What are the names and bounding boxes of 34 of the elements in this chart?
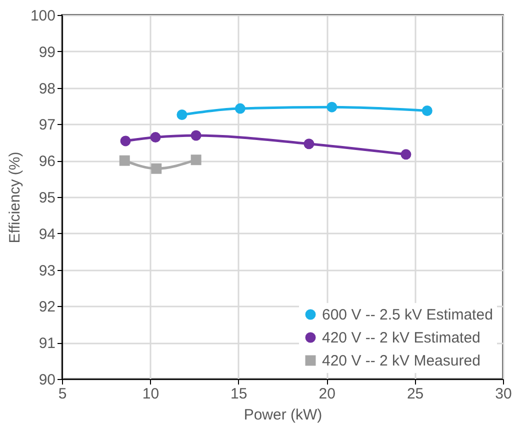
legend-label: 600 V -- 2.5 kV Estimated: [322, 306, 493, 324]
y-tick-label: 91: [38, 335, 56, 352]
point: [422, 106, 432, 116]
y-tick-label: 99: [38, 44, 56, 61]
point: [234, 103, 246, 114]
point: [190, 130, 202, 141]
x-tick-label: 20: [318, 386, 336, 402]
point: [151, 163, 162, 174]
y-tick-label: 90: [38, 372, 56, 388]
y-tick-label: 93: [38, 262, 56, 280]
y-tick-label: 97: [38, 116, 56, 134]
point: [190, 154, 202, 166]
y-axis-title: Efficiency (%): [6, 152, 24, 244]
x-tick-label: 10: [142, 386, 160, 402]
y-tick-label: 95: [38, 190, 56, 206]
point: [304, 138, 314, 150]
point: [176, 110, 188, 120]
x-tick-label: 5: [58, 386, 67, 402]
y-tick-label: 98: [38, 80, 56, 98]
x-axis-title: Power (kW): [244, 406, 322, 424]
legend-label: 420 V -- 2 kV Estimated: [322, 330, 480, 346]
x-tick-label: 15: [230, 386, 248, 402]
y-tick-label: 94: [38, 226, 56, 243]
x-tick-label: 25: [406, 386, 424, 402]
point: [400, 149, 412, 160]
y-tick-label: 96: [38, 153, 56, 170]
point: [326, 102, 338, 112]
point: [119, 155, 130, 166]
point: [150, 132, 161, 143]
point: [120, 136, 131, 146]
legend-label: 420 V -- 2 kV Measured: [322, 352, 480, 370]
y-tick-label: 100: [30, 8, 56, 24]
x-tick-label: 30: [495, 386, 512, 402]
y-tick-label: 92: [38, 298, 56, 316]
